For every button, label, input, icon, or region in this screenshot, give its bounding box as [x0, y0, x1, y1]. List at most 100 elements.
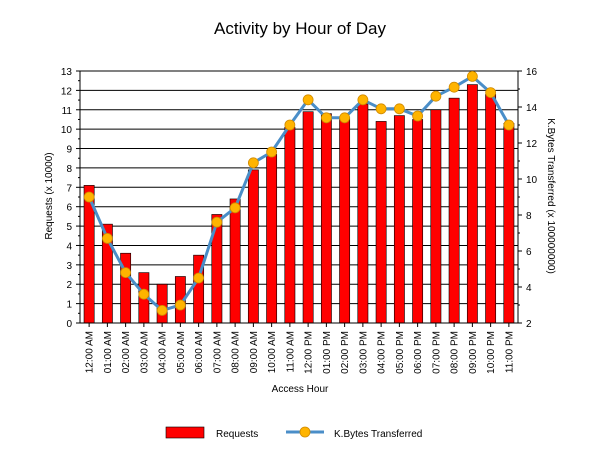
legend-swatch-requests [165, 426, 205, 439]
line-point [120, 267, 132, 279]
bar [448, 97, 460, 324]
y-tick-label: 2 [66, 280, 72, 291]
y2-tick-label: 2 [526, 319, 532, 330]
bar [430, 109, 442, 324]
y2-tick-label: 14 [526, 103, 538, 114]
bar [357, 103, 369, 324]
line-point [412, 110, 424, 122]
x-tick-label: 01:00 AM [103, 331, 114, 373]
line-point [211, 216, 223, 228]
line-point [503, 119, 515, 131]
x-tick-label: 07:00 AM [212, 331, 223, 373]
y-tick-label: 8 [66, 164, 72, 175]
x-tick-label: 04:00 AM [158, 331, 169, 373]
bar [156, 283, 168, 324]
line-point [229, 202, 241, 214]
line-point [375, 103, 387, 115]
x-tick-label: 11:00 AM [285, 331, 296, 373]
line-point [101, 232, 113, 244]
y-axis-label: Requests (x 10000) [44, 152, 55, 239]
line-point [448, 81, 460, 93]
x-tick-label: 07:00 PM [431, 331, 442, 374]
bar-series [83, 84, 515, 324]
y-tick-label: 10 [61, 125, 73, 136]
bar [247, 169, 259, 324]
y-tick-label: 4 [66, 241, 72, 252]
line-point [174, 299, 186, 311]
y2-tick-label: 6 [526, 247, 532, 258]
line-point [430, 90, 442, 102]
x-tick-label: 02:00 PM [340, 331, 351, 374]
bar [503, 123, 515, 324]
bar [284, 126, 296, 324]
y-tick-label: 13 [61, 67, 73, 78]
y-tick-label: 12 [61, 86, 73, 97]
legend-marker-kbytes [299, 426, 311, 438]
series-line [87, 74, 511, 312]
x-tick-label: 05:00 AM [176, 331, 187, 373]
line-point [138, 288, 150, 300]
x-tick-label: 03:00 PM [358, 331, 369, 374]
y2-tick-label: 4 [526, 283, 532, 294]
bar [266, 154, 278, 324]
bar [320, 113, 332, 324]
bar [339, 117, 351, 324]
y-tick-label: 9 [66, 145, 72, 156]
x-tick-label: 09:00 AM [249, 331, 260, 373]
y2-tick-label: 8 [526, 211, 532, 222]
legend: Requests K.Bytes Transferred [165, 426, 422, 440]
legend-label-kbytes: K.Bytes Transferred [334, 429, 422, 440]
chart-title: Activity by Hour of Day [214, 19, 386, 38]
line-point [302, 94, 314, 106]
y-tick-label: 5 [66, 222, 72, 233]
line-point [357, 94, 369, 106]
x-tick-label: 08:00 AM [231, 331, 242, 373]
x-tick-label: 08:00 PM [450, 331, 461, 374]
x-tick-label: 09:00 PM [468, 331, 479, 374]
y-tick-label: 11 [62, 106, 73, 117]
x-tick-label: 11:00 PM [504, 331, 515, 373]
x-axis-label: Access Hour [272, 384, 329, 395]
x-tick-label: 12:00 AM [85, 331, 96, 373]
bar [393, 115, 405, 324]
x-tick-label: 02:00 AM [121, 331, 132, 373]
x-tick-label: 12:00 PM [304, 331, 315, 374]
y-tick-label: 0 [66, 319, 72, 330]
line-point [284, 119, 296, 131]
y-tick-label: 7 [66, 183, 72, 194]
line-series [83, 71, 515, 316]
y-tick-label: 1 [66, 300, 72, 311]
y2-tick-label: 10 [526, 175, 538, 186]
y2-tick-label: 16 [526, 67, 538, 78]
line-point [193, 272, 205, 284]
bar [302, 111, 314, 324]
bar [229, 198, 241, 324]
line-point [485, 87, 497, 98]
legend-label-requests: Requests [216, 429, 258, 440]
y-tick-label: 3 [66, 261, 72, 272]
line-point [83, 191, 95, 203]
x-tick-label: 06:00 AM [194, 331, 205, 373]
line-point [247, 157, 259, 169]
y2-tick-label: 12 [526, 139, 538, 150]
line-point [320, 112, 332, 124]
x-tick-label: 05:00 PM [395, 331, 406, 374]
bar [466, 84, 478, 324]
bar [485, 93, 497, 324]
line-point [466, 71, 478, 82]
y-tick-label: 6 [66, 203, 72, 214]
x-tick-label: 04:00 PM [377, 331, 388, 374]
line-point [393, 103, 405, 115]
line-point [266, 146, 278, 158]
y2-axis-label: K.Bytes Transferred (x 100000000) [545, 118, 556, 274]
x-tick-label: 01:00 PM [322, 331, 333, 374]
line-point [339, 112, 351, 124]
axes [76, 70, 522, 327]
bar [375, 121, 387, 324]
line-point [156, 304, 168, 316]
bar [412, 119, 424, 324]
x-tick-label: 10:00 PM [486, 331, 497, 374]
